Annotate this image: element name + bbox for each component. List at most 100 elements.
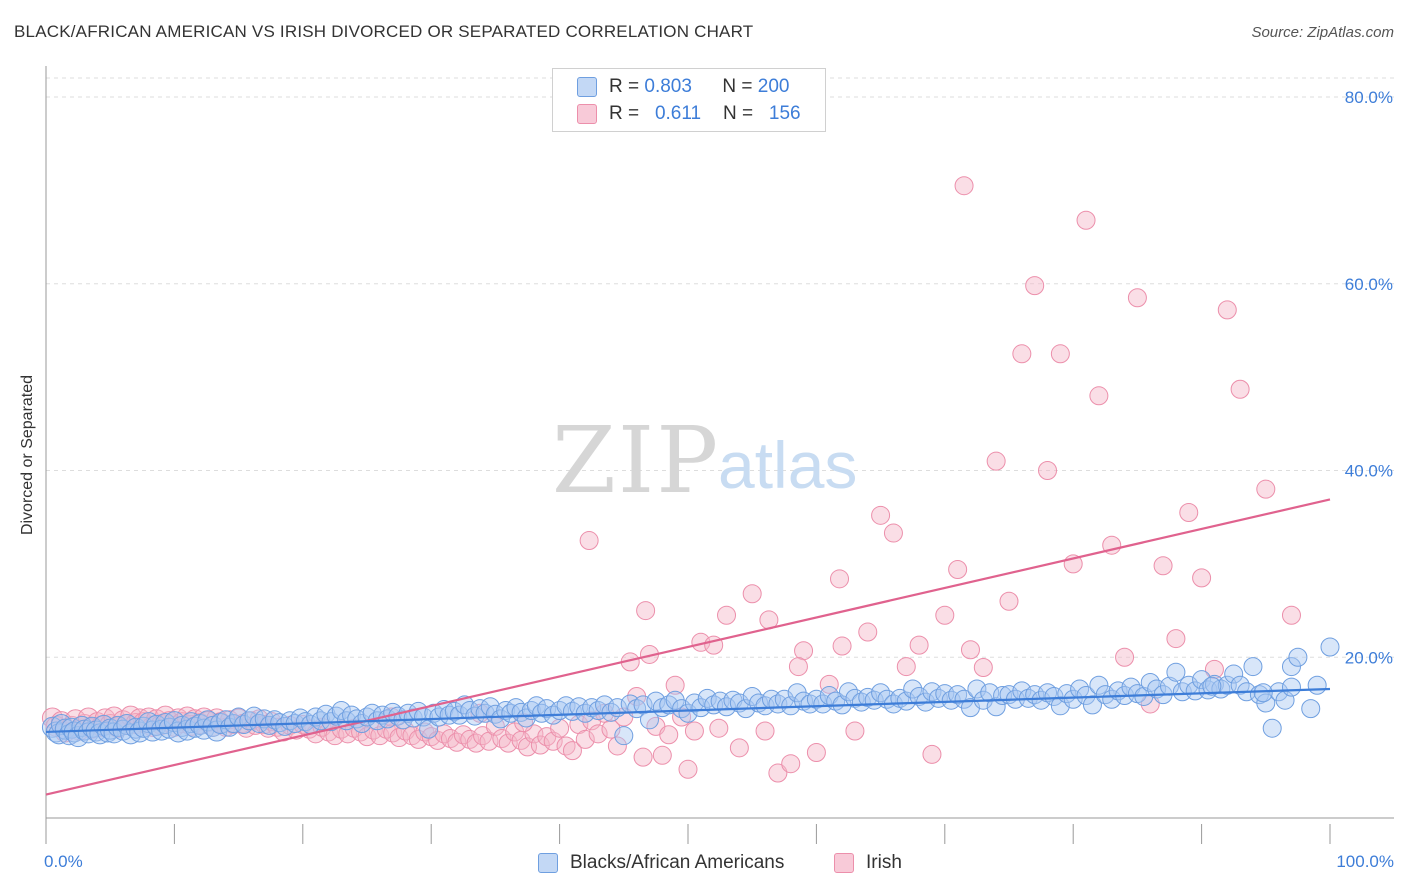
- black-point: [1301, 699, 1321, 719]
- irish-point: [794, 641, 814, 661]
- axis-ticks: [45, 824, 1331, 844]
- legend-swatch-pink: [834, 853, 854, 873]
- irish-point: [636, 601, 656, 621]
- black-point: [311, 711, 331, 731]
- irish-point: [1166, 629, 1186, 649]
- black-point: [986, 697, 1006, 717]
- legend-row-blacks: R = 0.803 N = 200: [577, 74, 789, 100]
- y-tick-label: 80.0%: [1345, 88, 1393, 107]
- black-point: [1281, 657, 1301, 677]
- irish-trend-line: [45, 498, 1331, 796]
- irish-point: [659, 725, 679, 745]
- black-point: [223, 714, 243, 734]
- r-value-pink: 0.611: [654, 103, 702, 124]
- irish-point: [935, 605, 955, 625]
- irish-point: [948, 559, 968, 579]
- black-point: [77, 722, 99, 744]
- irish-point: [986, 451, 1006, 471]
- black-point: [54, 718, 76, 740]
- irish-point: [896, 657, 916, 677]
- irish-point: [1153, 556, 1173, 576]
- irish-point: [1230, 379, 1250, 399]
- black-point: [903, 679, 923, 699]
- black-point: [444, 701, 464, 721]
- black-point: [980, 683, 1000, 703]
- black-point: [403, 708, 423, 728]
- grid-lines: [46, 77, 1394, 658]
- black-point: [1076, 686, 1096, 706]
- irish-point: [1217, 300, 1237, 320]
- irish-point: [755, 721, 775, 741]
- irish-point: [1256, 479, 1276, 499]
- irish-point: [1115, 647, 1135, 667]
- n-value-blue: 200: [757, 76, 790, 97]
- irish-point: [819, 674, 839, 694]
- black-point: [1281, 677, 1301, 697]
- black-point: [501, 703, 521, 723]
- black-point: [151, 719, 173, 741]
- irish-point: [922, 744, 942, 764]
- legend-swatch-pink: [577, 104, 597, 124]
- irish-point: [788, 657, 808, 677]
- irish-point: [1179, 503, 1199, 523]
- irish-point: [633, 747, 653, 767]
- irish-point: [954, 176, 974, 196]
- legend-row-irish: R = 0.611 N = 156: [577, 101, 801, 127]
- irish-point: [729, 738, 749, 758]
- y-tick-label: 20.0%: [1345, 648, 1393, 667]
- irish-point: [408, 729, 428, 749]
- black-point: [449, 705, 469, 725]
- black-point: [1031, 690, 1051, 710]
- black-points: [41, 637, 1340, 748]
- black-point: [1307, 675, 1327, 695]
- black-point: [1262, 718, 1282, 738]
- black-point: [103, 722, 125, 744]
- irish-point: [562, 741, 582, 761]
- y-tick-label: 40.0%: [1345, 462, 1393, 481]
- black-point: [142, 720, 164, 742]
- irish-point: [1050, 344, 1070, 364]
- irish-point: [684, 721, 704, 741]
- black-point: [1089, 675, 1109, 695]
- black-point: [614, 726, 634, 746]
- legend-item-irish: Irish: [834, 852, 902, 874]
- legend-swatch-blue: [538, 853, 558, 873]
- black-point: [331, 700, 351, 720]
- series-legend: Blacks/African Americans Irish: [0, 852, 1406, 878]
- irish-point: [806, 742, 826, 762]
- irish-point: [768, 763, 788, 783]
- irish-point: [742, 584, 762, 604]
- y-tick-labels: 20.0% 40.0% 60.0% 80.0%: [1345, 88, 1393, 667]
- irish-point: [717, 605, 737, 625]
- irish-point: [447, 732, 467, 752]
- irish-point: [1192, 568, 1212, 588]
- black-point: [326, 706, 346, 726]
- y-tick-label: 60.0%: [1345, 275, 1393, 294]
- irish-point: [845, 721, 865, 741]
- irish-point: [1038, 461, 1058, 480]
- trend-lines: [45, 498, 1331, 796]
- black-point: [1063, 689, 1083, 709]
- irish-point: [1089, 386, 1109, 406]
- black-point: [1224, 664, 1244, 684]
- x-tick-max: 100.0%: [1336, 852, 1394, 871]
- chart-title: BLACK/AFRICAN AMERICAN VS IRISH DIVORCED…: [14, 22, 754, 41]
- irish-point: [832, 636, 852, 656]
- irish-point: [575, 729, 595, 749]
- legend-swatch-blue: [577, 77, 597, 97]
- irish-point: [781, 754, 801, 774]
- black-point: [1288, 647, 1308, 667]
- irish-point: [973, 658, 993, 678]
- n-value-pink: 156: [768, 103, 801, 124]
- black-point: [1192, 670, 1212, 690]
- irish-point: [883, 523, 903, 543]
- black-point: [967, 679, 987, 699]
- irish-point: [1076, 210, 1096, 230]
- r-value-blue: 0.803: [644, 76, 692, 97]
- black-point: [1320, 637, 1340, 657]
- irish-point: [665, 675, 685, 695]
- irish-point: [1025, 276, 1045, 296]
- black-trend-line: [45, 687, 1331, 734]
- irish-point: [960, 640, 980, 660]
